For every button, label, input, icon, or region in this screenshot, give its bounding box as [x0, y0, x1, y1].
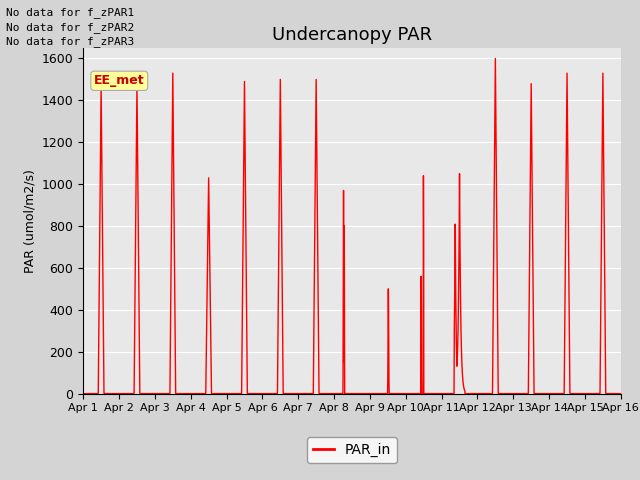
Legend: PAR_in: PAR_in [307, 437, 397, 463]
Title: Undercanopy PAR: Undercanopy PAR [272, 25, 432, 44]
Text: No data for f_zPAR3: No data for f_zPAR3 [6, 36, 134, 47]
Text: No data for f_zPAR1: No data for f_zPAR1 [6, 7, 134, 18]
Text: EE_met: EE_met [94, 74, 145, 87]
Text: No data for f_zPAR2: No data for f_zPAR2 [6, 22, 134, 33]
Y-axis label: PAR (umol/m2/s): PAR (umol/m2/s) [23, 169, 36, 273]
